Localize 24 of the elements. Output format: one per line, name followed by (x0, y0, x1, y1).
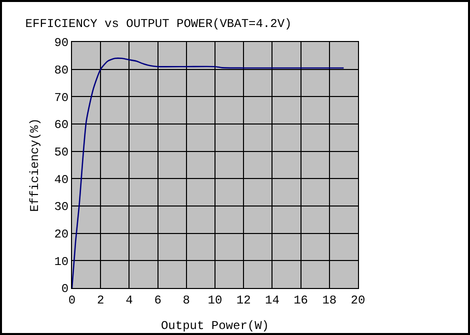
y-tick-label: 70 (54, 90, 69, 105)
y-tick-label: 90 (54, 36, 69, 50)
x-tick-label: 20 (350, 293, 366, 308)
x-tick-label: 18 (322, 293, 337, 308)
x-tick-label: 6 (154, 293, 162, 308)
y-tick-label: 50 (54, 146, 69, 160)
y-axis-title: Efficiency(%) (28, 118, 42, 212)
y-tick-label: 40 (54, 172, 69, 187)
x-tick-label: 8 (182, 293, 190, 308)
x-tick-label: 2 (97, 293, 104, 308)
x-tick-label: 14 (264, 293, 280, 308)
chart-title: EFFICIENCY vs OUTPUT POWER(VBAT=4.2V) (25, 16, 292, 31)
y-tick-label: 30 (54, 200, 69, 214)
x-tick-label: 10 (208, 293, 222, 308)
y-tick-label: 20 (54, 228, 69, 242)
y-tick-label: 60 (54, 118, 69, 132)
x-tick-label: 12 (236, 293, 251, 308)
x-tick-label: 4 (126, 293, 133, 308)
line-series (72, 58, 344, 288)
y-tick-label: 80 (54, 64, 69, 78)
x-tick-label: 16 (294, 293, 308, 308)
x-axis-title: Output Power(W) (160, 319, 270, 333)
y-tick-label: 0 (61, 282, 69, 296)
y-tick-label: 10 (54, 254, 69, 269)
